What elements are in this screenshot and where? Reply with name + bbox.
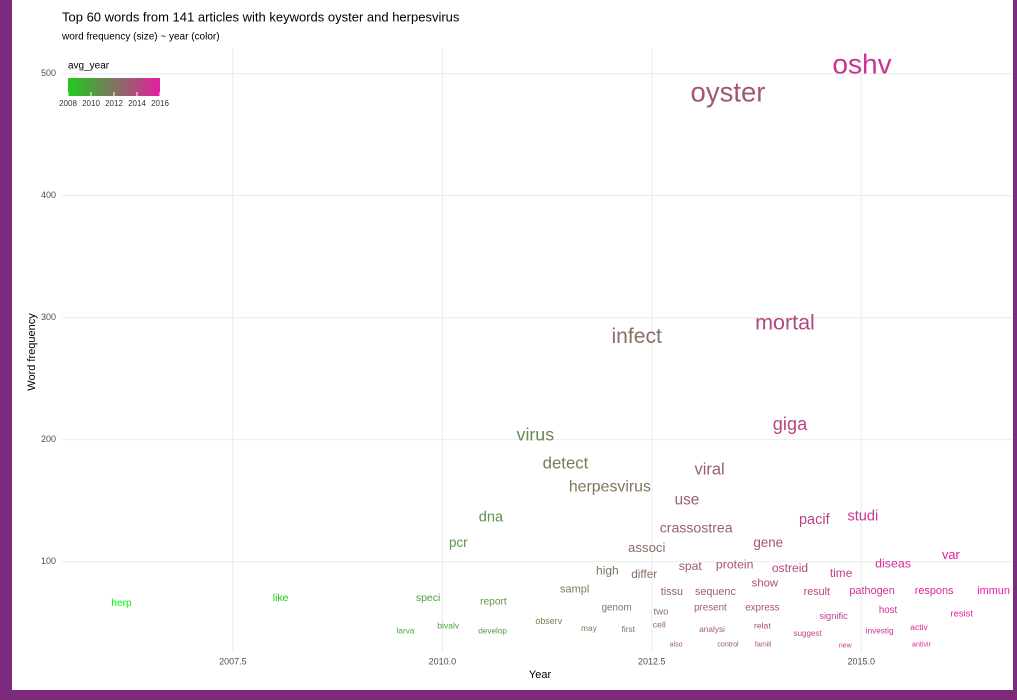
word: antivir bbox=[912, 641, 932, 649]
word: sequenc bbox=[695, 586, 736, 598]
legend-tick-label: 2016 bbox=[151, 99, 169, 108]
word: present bbox=[694, 603, 727, 614]
word: resist bbox=[951, 608, 974, 619]
word: report bbox=[480, 597, 507, 608]
legend-tick-label: 2010 bbox=[82, 99, 100, 108]
colorbar bbox=[68, 78, 160, 96]
chart-subtitle: word frequency (size) ~ year (color) bbox=[61, 32, 220, 43]
word: studi bbox=[847, 508, 878, 524]
word: dna bbox=[479, 510, 504, 526]
legend-tick-label: 2008 bbox=[59, 99, 77, 108]
word: activ bbox=[910, 622, 928, 632]
word: genom bbox=[602, 603, 632, 614]
y-tick-label: 300 bbox=[41, 312, 56, 322]
word: first bbox=[622, 624, 636, 634]
word: respons bbox=[915, 585, 954, 597]
word: larva bbox=[397, 626, 415, 635]
word: viral bbox=[694, 461, 724, 479]
word: develop bbox=[478, 626, 507, 635]
word: control bbox=[717, 641, 739, 649]
word: herpesvirus bbox=[569, 478, 651, 495]
word: infect bbox=[611, 325, 662, 348]
word: cell bbox=[653, 619, 666, 629]
word: observ bbox=[535, 616, 562, 626]
word: virus bbox=[517, 425, 555, 445]
x-tick-label: 2007.5 bbox=[219, 656, 247, 666]
legend: avg_year 2008 2010 2012 2014 2016 bbox=[59, 61, 169, 108]
word: associ bbox=[628, 540, 665, 555]
word: var bbox=[942, 547, 961, 562]
word: two bbox=[654, 606, 669, 617]
word: use bbox=[675, 492, 700, 509]
x-tick-label: 2015.0 bbox=[847, 656, 875, 666]
grid: 100 200 300 400 500 2007.5 2010.0 2012.5 2015.0 bbox=[41, 48, 1012, 666]
y-tick-label: 500 bbox=[41, 68, 56, 78]
y-tick-label: 400 bbox=[41, 190, 56, 200]
word: diseas bbox=[875, 556, 911, 570]
legend-title: avg_year bbox=[68, 61, 110, 72]
word: new bbox=[839, 643, 853, 650]
word: also bbox=[670, 641, 683, 649]
word: pcr bbox=[449, 535, 468, 550]
word: express bbox=[745, 603, 779, 614]
word: immun bbox=[977, 585, 1010, 597]
word: gene bbox=[753, 535, 783, 550]
word: protein bbox=[716, 558, 754, 572]
word: may bbox=[581, 623, 598, 633]
word: ostreid bbox=[772, 561, 808, 575]
x-tick-label: 2012.5 bbox=[638, 656, 666, 666]
legend-tick-label: 2014 bbox=[128, 99, 146, 108]
word: crassostrea bbox=[660, 519, 733, 535]
x-tick-label: 2010.0 bbox=[429, 656, 457, 666]
word: analysi bbox=[699, 624, 725, 634]
word: like bbox=[273, 592, 289, 604]
word: pacif bbox=[799, 512, 831, 528]
word: pathogen bbox=[849, 585, 894, 597]
word: tissu bbox=[661, 586, 683, 598]
y-tick-label: 100 bbox=[41, 556, 56, 566]
word: detect bbox=[543, 454, 589, 473]
word: show bbox=[752, 578, 779, 590]
word: oyster bbox=[691, 77, 766, 108]
y-tick-label: 200 bbox=[41, 434, 56, 444]
words: oshv oyster infect mortal giga virus detect vir… bbox=[111, 49, 1010, 650]
y-axis-label: Word frequency bbox=[26, 313, 38, 391]
word: herp bbox=[111, 598, 132, 609]
word: sampl bbox=[560, 584, 589, 596]
word: time bbox=[830, 566, 853, 580]
word: famili bbox=[755, 641, 772, 649]
x-axis-label: Year bbox=[529, 669, 552, 681]
word: result bbox=[804, 586, 830, 598]
word: differ bbox=[631, 567, 657, 581]
word: signific bbox=[819, 611, 848, 621]
panel bbox=[12, 0, 1013, 690]
word: giga bbox=[773, 414, 808, 434]
word: relat bbox=[754, 621, 771, 631]
word: host bbox=[879, 605, 898, 616]
legend-tick-label: 2012 bbox=[105, 99, 123, 108]
word: spat bbox=[679, 559, 703, 573]
word: oshv bbox=[832, 49, 891, 80]
chart-title: Top 60 words from 141 articles with keyw… bbox=[62, 9, 460, 24]
word: high bbox=[596, 564, 619, 578]
word: bivalv bbox=[437, 621, 460, 631]
word: speci bbox=[416, 592, 441, 604]
word: suggest bbox=[794, 629, 823, 638]
word: mortal bbox=[755, 310, 815, 334]
word: investig bbox=[866, 626, 894, 635]
